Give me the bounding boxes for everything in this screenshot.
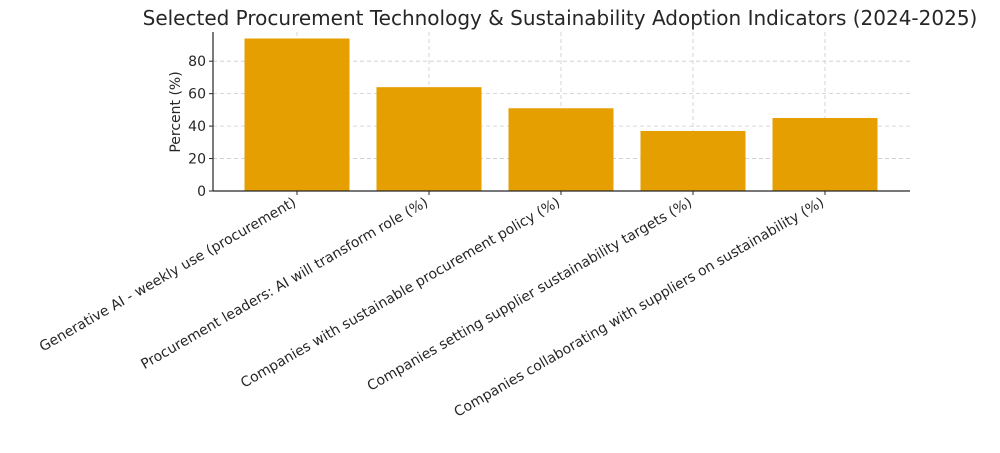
bar: [772, 117, 878, 191]
y-tick-label: 60: [188, 87, 206, 103]
bar: [244, 38, 350, 192]
bar: [508, 108, 614, 191]
chart-title: Selected Procurement Technology & Sustai…: [143, 6, 978, 30]
y-tick-label: 0: [197, 184, 206, 200]
y-ticks: 0 20 40 60 80: [188, 54, 213, 200]
y-tick-label: 40: [188, 119, 206, 135]
y-axis-label: Percent (%): [168, 71, 184, 152]
y-tick-label: 20: [188, 152, 206, 168]
bars: [244, 38, 878, 192]
x-ticks: Generative AI - weekly use (procurement)…: [37, 191, 827, 421]
bar: [376, 87, 482, 191]
bar: [640, 130, 746, 191]
x-tick-label: Procurement leaders: AI will transform r…: [138, 195, 431, 373]
x-tick-label: Generative AI - weekly use (procurement): [37, 195, 299, 356]
y-tick-label: 80: [188, 54, 206, 70]
